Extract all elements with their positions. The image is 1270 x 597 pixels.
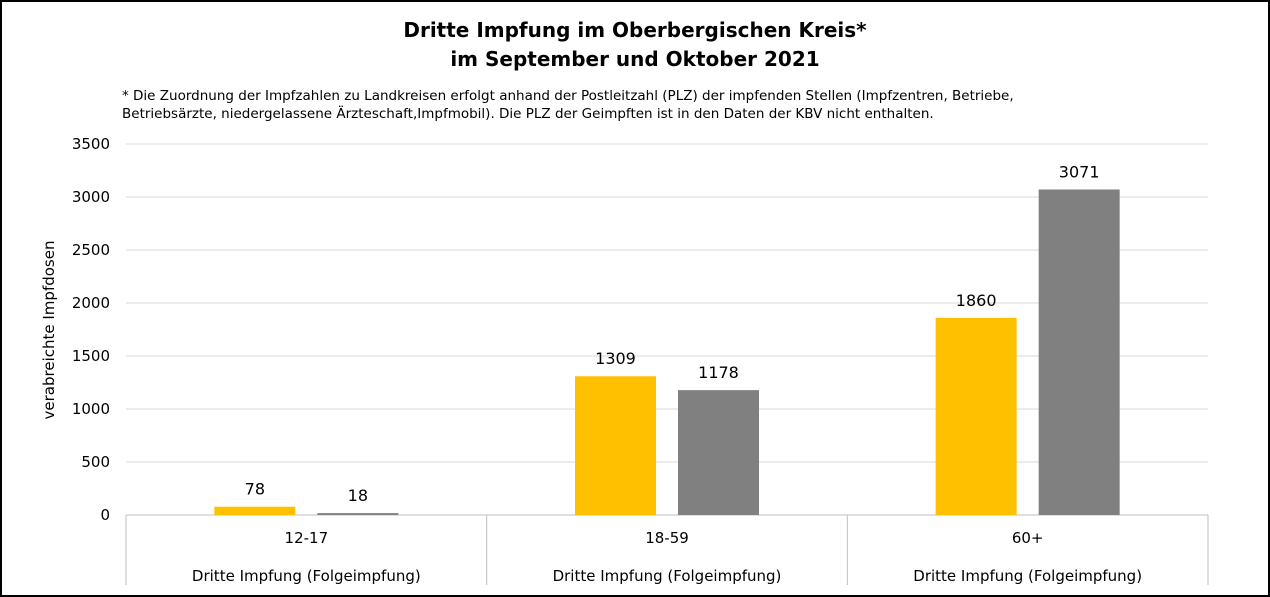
y-tick-label: 3000 bbox=[72, 188, 110, 206]
bar bbox=[935, 317, 1017, 515]
data-label: 1309 bbox=[595, 349, 636, 368]
y-tick-label: 0 bbox=[100, 506, 110, 524]
data-label: 1178 bbox=[698, 363, 739, 382]
y-tick-label: 2000 bbox=[72, 294, 110, 312]
chart-title-line-2: im September und Oktober 2021 bbox=[450, 47, 820, 71]
bar bbox=[214, 506, 296, 515]
chart-footnote: * Die Zuordnung der Impfzahlen zu Landkr… bbox=[122, 87, 1242, 123]
chart-title-line-1: Dritte Impfung im Oberbergischen Kreis* bbox=[403, 18, 867, 42]
x-group-label: Dritte Impfung (Folgeimpfung) bbox=[913, 567, 1142, 585]
x-group-label: Dritte Impfung (Folgeimpfung) bbox=[192, 567, 421, 585]
data-label: 1860 bbox=[956, 291, 997, 310]
bar bbox=[1038, 189, 1120, 515]
footnote-line-2: Betriebsärzte, niedergelassene Ärztescha… bbox=[122, 106, 934, 122]
x-category-label: 60+ bbox=[1012, 529, 1044, 547]
bar bbox=[678, 390, 759, 515]
bar bbox=[317, 513, 399, 515]
x-category-label: 18-59 bbox=[645, 529, 689, 547]
y-tick-label: 1000 bbox=[72, 400, 110, 418]
y-tick-label: 500 bbox=[81, 453, 110, 471]
footnote-line-1: * Die Zuordnung der Impfzahlen zu Landkr… bbox=[122, 88, 1014, 104]
chart-title: Dritte Impfung im Oberbergischen Kreis* … bbox=[2, 16, 1268, 74]
x-group-label: Dritte Impfung (Folgeimpfung) bbox=[553, 567, 782, 585]
data-label: 18 bbox=[348, 486, 368, 505]
y-tick-label: 1500 bbox=[72, 347, 110, 365]
x-category-label: 12-17 bbox=[285, 529, 329, 547]
y-axis-title: verabreichte Impfdosen bbox=[40, 241, 58, 420]
data-label: 3071 bbox=[1059, 162, 1100, 181]
y-tick-label: 3500 bbox=[72, 135, 110, 153]
y-tick-label: 2500 bbox=[72, 241, 110, 259]
data-label: 78 bbox=[245, 480, 265, 499]
bar bbox=[575, 376, 656, 515]
